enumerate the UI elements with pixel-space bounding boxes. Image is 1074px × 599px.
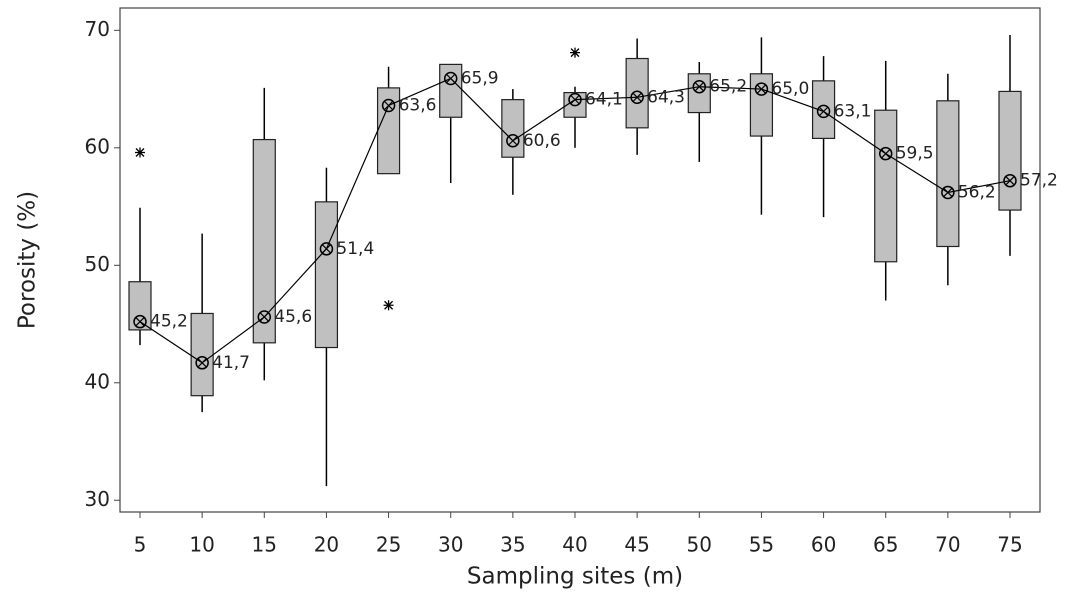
box — [874, 109, 898, 263]
mean-label: 51,4 — [336, 239, 374, 259]
y-axis-label: Porosity (%) — [15, 191, 41, 329]
mean-label: 65,2 — [709, 77, 747, 97]
box — [998, 90, 1022, 211]
outlier — [383, 300, 394, 311]
mean-label: 59,5 — [896, 144, 934, 164]
mean-label: 45,6 — [274, 307, 312, 327]
y-tick-label: 70 — [85, 17, 110, 41]
x-tick-label: 25 — [376, 533, 401, 557]
mean-marker — [1003, 173, 1017, 188]
x-tick-label: 50 — [687, 533, 712, 557]
x-tick-label: 35 — [500, 533, 525, 557]
box — [128, 281, 152, 331]
mean-label: 60,6 — [523, 131, 561, 151]
mean-label: 63,1 — [834, 101, 872, 121]
mean-cross — [757, 84, 766, 94]
mean-cross — [322, 244, 331, 254]
mean-marker — [381, 98, 396, 113]
x-tick-label: 10 — [189, 533, 214, 557]
mean-label: 41,7 — [212, 353, 250, 373]
mean-label: 64,1 — [585, 90, 623, 110]
mean-label: 56,2 — [958, 182, 996, 202]
box — [811, 80, 836, 140]
mean-cross — [446, 74, 456, 83]
box — [314, 201, 339, 349]
x-tick-label: 70 — [935, 533, 960, 557]
x-tick-label: 75 — [997, 533, 1022, 557]
mean-cross — [632, 92, 642, 102]
mean-marker — [816, 104, 831, 119]
y-tick-label: 60 — [85, 134, 110, 158]
box — [501, 99, 525, 158]
mean-cross — [694, 82, 704, 92]
x-tick-label: 65 — [873, 533, 898, 557]
mean-marker — [754, 82, 769, 96]
x-tick-label: 45 — [624, 533, 649, 557]
mean-marker — [257, 310, 272, 324]
x-tick-label: 15 — [252, 533, 277, 557]
y-tick-label: 50 — [85, 252, 110, 276]
outlier — [135, 147, 145, 158]
box — [252, 138, 276, 344]
mean-cross — [819, 106, 828, 116]
mean-marker — [443, 71, 458, 86]
x-tick-label: 20 — [314, 533, 339, 557]
mean-marker — [878, 146, 893, 161]
mean-cross — [259, 312, 269, 322]
x-tick-label: 55 — [749, 533, 774, 557]
mean-cross — [943, 188, 953, 197]
mean-marker — [319, 242, 334, 256]
mean-marker — [568, 92, 582, 107]
mean-label: 57,2 — [1020, 171, 1058, 191]
box — [376, 87, 401, 175]
mean-marker — [941, 185, 955, 200]
mean-marker — [133, 314, 147, 329]
mean-marker — [692, 79, 707, 94]
mean-cross — [1005, 176, 1015, 186]
x-tick-label: 5 — [134, 533, 147, 557]
mean-label: 63,6 — [399, 96, 437, 116]
mean-label: 65,9 — [461, 68, 499, 88]
outlier — [570, 47, 580, 58]
mean-cross — [570, 95, 580, 105]
y-tick-label: 30 — [85, 487, 110, 511]
mean-marker — [630, 90, 644, 105]
x-axis-label: Sampling sites (m) — [467, 564, 683, 590]
mean-cross — [881, 149, 891, 159]
y-tick-label: 40 — [85, 369, 110, 393]
box — [625, 57, 649, 129]
x-tick-label: 60 — [811, 533, 836, 557]
box — [936, 100, 960, 248]
mean-cross — [197, 358, 207, 368]
plot-frame — [119, 7, 1041, 513]
x-tick-label: 40 — [562, 533, 587, 557]
mean-label: 64,3 — [647, 87, 685, 107]
mean-label: 65,0 — [771, 79, 809, 99]
mean-cross — [384, 101, 393, 110]
box — [190, 312, 214, 397]
mean-marker — [506, 134, 520, 148]
mean-label: 45,2 — [150, 312, 188, 332]
mean-cross — [135, 317, 145, 327]
mean-marker — [195, 356, 209, 370]
x-tick-label: 30 — [438, 533, 463, 557]
mean-cross — [508, 136, 518, 146]
